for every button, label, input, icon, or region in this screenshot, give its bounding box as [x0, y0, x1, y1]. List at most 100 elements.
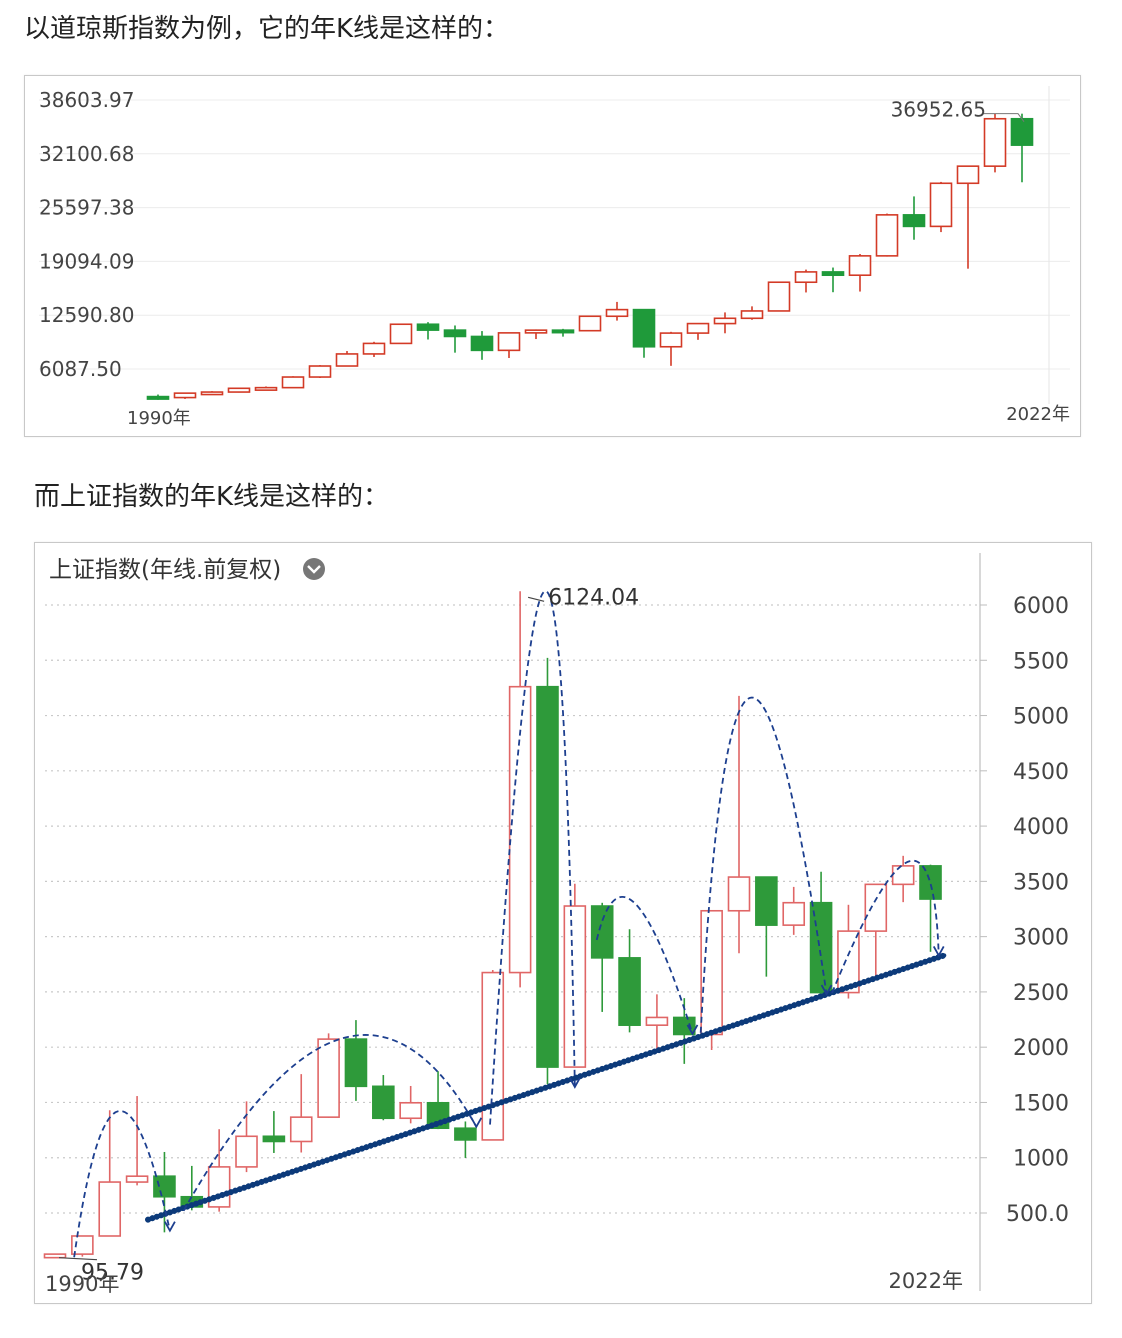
candle-body	[618, 957, 641, 1026]
candle-body	[837, 930, 860, 994]
y-tick-label: 1000	[1013, 1147, 1069, 1172]
candle-body	[399, 1101, 422, 1120]
candle-body	[481, 971, 505, 1141]
candle-body	[686, 322, 710, 334]
candle-body	[821, 271, 845, 277]
candle-body	[125, 1175, 149, 1183]
candle-body	[700, 909, 723, 1036]
y-tick-label: 2500	[1013, 981, 1069, 1006]
candle-body	[173, 392, 197, 399]
candle-body	[262, 1135, 286, 1143]
candle-body	[146, 395, 170, 400]
candle-body	[98, 1181, 122, 1237]
y-tick-label: 12590.80	[39, 303, 134, 327]
swing-arc-arrowhead	[470, 1117, 483, 1129]
x-start-label: 1990年	[45, 1272, 119, 1296]
chevron-down-icon-glyph	[307, 565, 321, 574]
candle-body	[389, 323, 413, 345]
candle-body	[362, 342, 386, 355]
candle-body	[308, 365, 332, 378]
low-value-annotation: 95.79	[81, 1261, 144, 1286]
candle-body	[605, 308, 629, 318]
candle-body	[536, 685, 559, 1068]
swing-arc-arrowhead	[820, 984, 833, 996]
candle-body	[1010, 117, 1034, 146]
candle-body	[443, 329, 467, 338]
swing-arc	[699, 696, 828, 1033]
y-tick-label: 3000	[1013, 926, 1069, 951]
y-tick-label: 5500	[1013, 649, 1069, 674]
candle-body	[281, 376, 305, 389]
support-trendline-core	[145, 953, 947, 1222]
swing-arc	[73, 1110, 171, 1258]
candle-body	[497, 332, 521, 352]
chart-title: 上证指数(年线.前复权)	[49, 557, 281, 583]
y-tick-label: 32100.68	[39, 142, 134, 166]
candle-body	[794, 271, 818, 284]
y-tick-label: 4000	[1013, 815, 1069, 840]
swing-arc-arrowhead	[932, 945, 945, 958]
y-tick-label: 19094.09	[39, 249, 134, 273]
y-tick-label: 5000	[1013, 705, 1069, 730]
swing-arc-arrowhead	[686, 1024, 699, 1036]
swing-arc	[182, 1034, 478, 1212]
candle-body	[740, 310, 764, 320]
candle-body	[632, 308, 656, 348]
dow-yearly-candlestick-chart: 38603.97 32100.68 25597.38 19094.09 12590.80…	[24, 75, 1081, 437]
candle-body	[578, 315, 602, 332]
candle-body	[755, 876, 778, 926]
candle-body	[713, 317, 737, 325]
candle-body	[645, 1016, 669, 1026]
candle-body	[470, 335, 494, 352]
x-end-label: 2022年	[889, 1269, 963, 1293]
high-marker-line	[984, 113, 1025, 122]
y-tick-label: 500.0	[1006, 1202, 1069, 1227]
candle-body	[416, 323, 440, 331]
candle-body	[372, 1085, 395, 1120]
candle-body	[563, 905, 587, 1068]
candle-body	[767, 281, 791, 312]
swing-arc-arrowhead	[569, 1077, 581, 1089]
candle-body	[289, 1116, 313, 1143]
candle-body	[524, 329, 548, 334]
y-tick-label: 4500	[1013, 760, 1069, 785]
candle-body	[891, 865, 915, 886]
y-tick-label: 1500	[1013, 1091, 1069, 1116]
y-tick-label: 3500	[1013, 870, 1069, 895]
high-marker-line	[527, 596, 545, 602]
candle-body	[551, 329, 575, 334]
candle-body	[227, 387, 251, 393]
candle-body	[902, 214, 926, 228]
candle-body	[43, 1253, 67, 1259]
candle-body	[983, 117, 1007, 167]
swing-arc	[489, 590, 576, 1125]
y-tick-label: 38603.97	[39, 88, 134, 112]
candle-body	[454, 1127, 477, 1141]
x-end-label: 2022年	[1006, 404, 1070, 425]
candle-body	[153, 1175, 176, 1198]
y-tick-label: 6000	[1013, 594, 1069, 619]
shanghai-yearly-candlestick-chart: 上证指数(年线.前复权) 6000 5500 5000 4500 4000 3500 3000…	[34, 542, 1092, 1304]
y-tick-label: 25597.38	[39, 196, 134, 220]
swing-arc-arrowhead	[164, 1221, 176, 1233]
candle-body	[200, 391, 224, 396]
intro-dow-text: 以道琼斯指数为例，它的年K线是这样的：	[24, 14, 510, 44]
candle-body	[71, 1235, 94, 1255]
candle-body	[590, 905, 614, 959]
high-value-annotation: 36952.65	[891, 98, 986, 122]
candle-body	[317, 1038, 340, 1118]
candle-body	[864, 883, 888, 932]
high-value-annotation: 6124.04	[548, 585, 639, 610]
candle-body	[235, 1135, 258, 1168]
x-start-label: 1990年	[127, 408, 191, 429]
candle-body	[848, 255, 872, 277]
dow-chart-svg: 38603.97 32100.68 25597.38 19094.09 12590.80…	[39, 86, 1070, 429]
candle-body	[254, 386, 278, 391]
y-tick-label: 6087.50	[39, 357, 122, 381]
candle-body	[875, 214, 899, 257]
candle-body	[919, 865, 942, 900]
candle-body	[335, 353, 359, 367]
chevron-down-icon	[303, 558, 325, 580]
y-tick-label: 2000	[1013, 1036, 1069, 1061]
candle-body	[659, 332, 683, 348]
